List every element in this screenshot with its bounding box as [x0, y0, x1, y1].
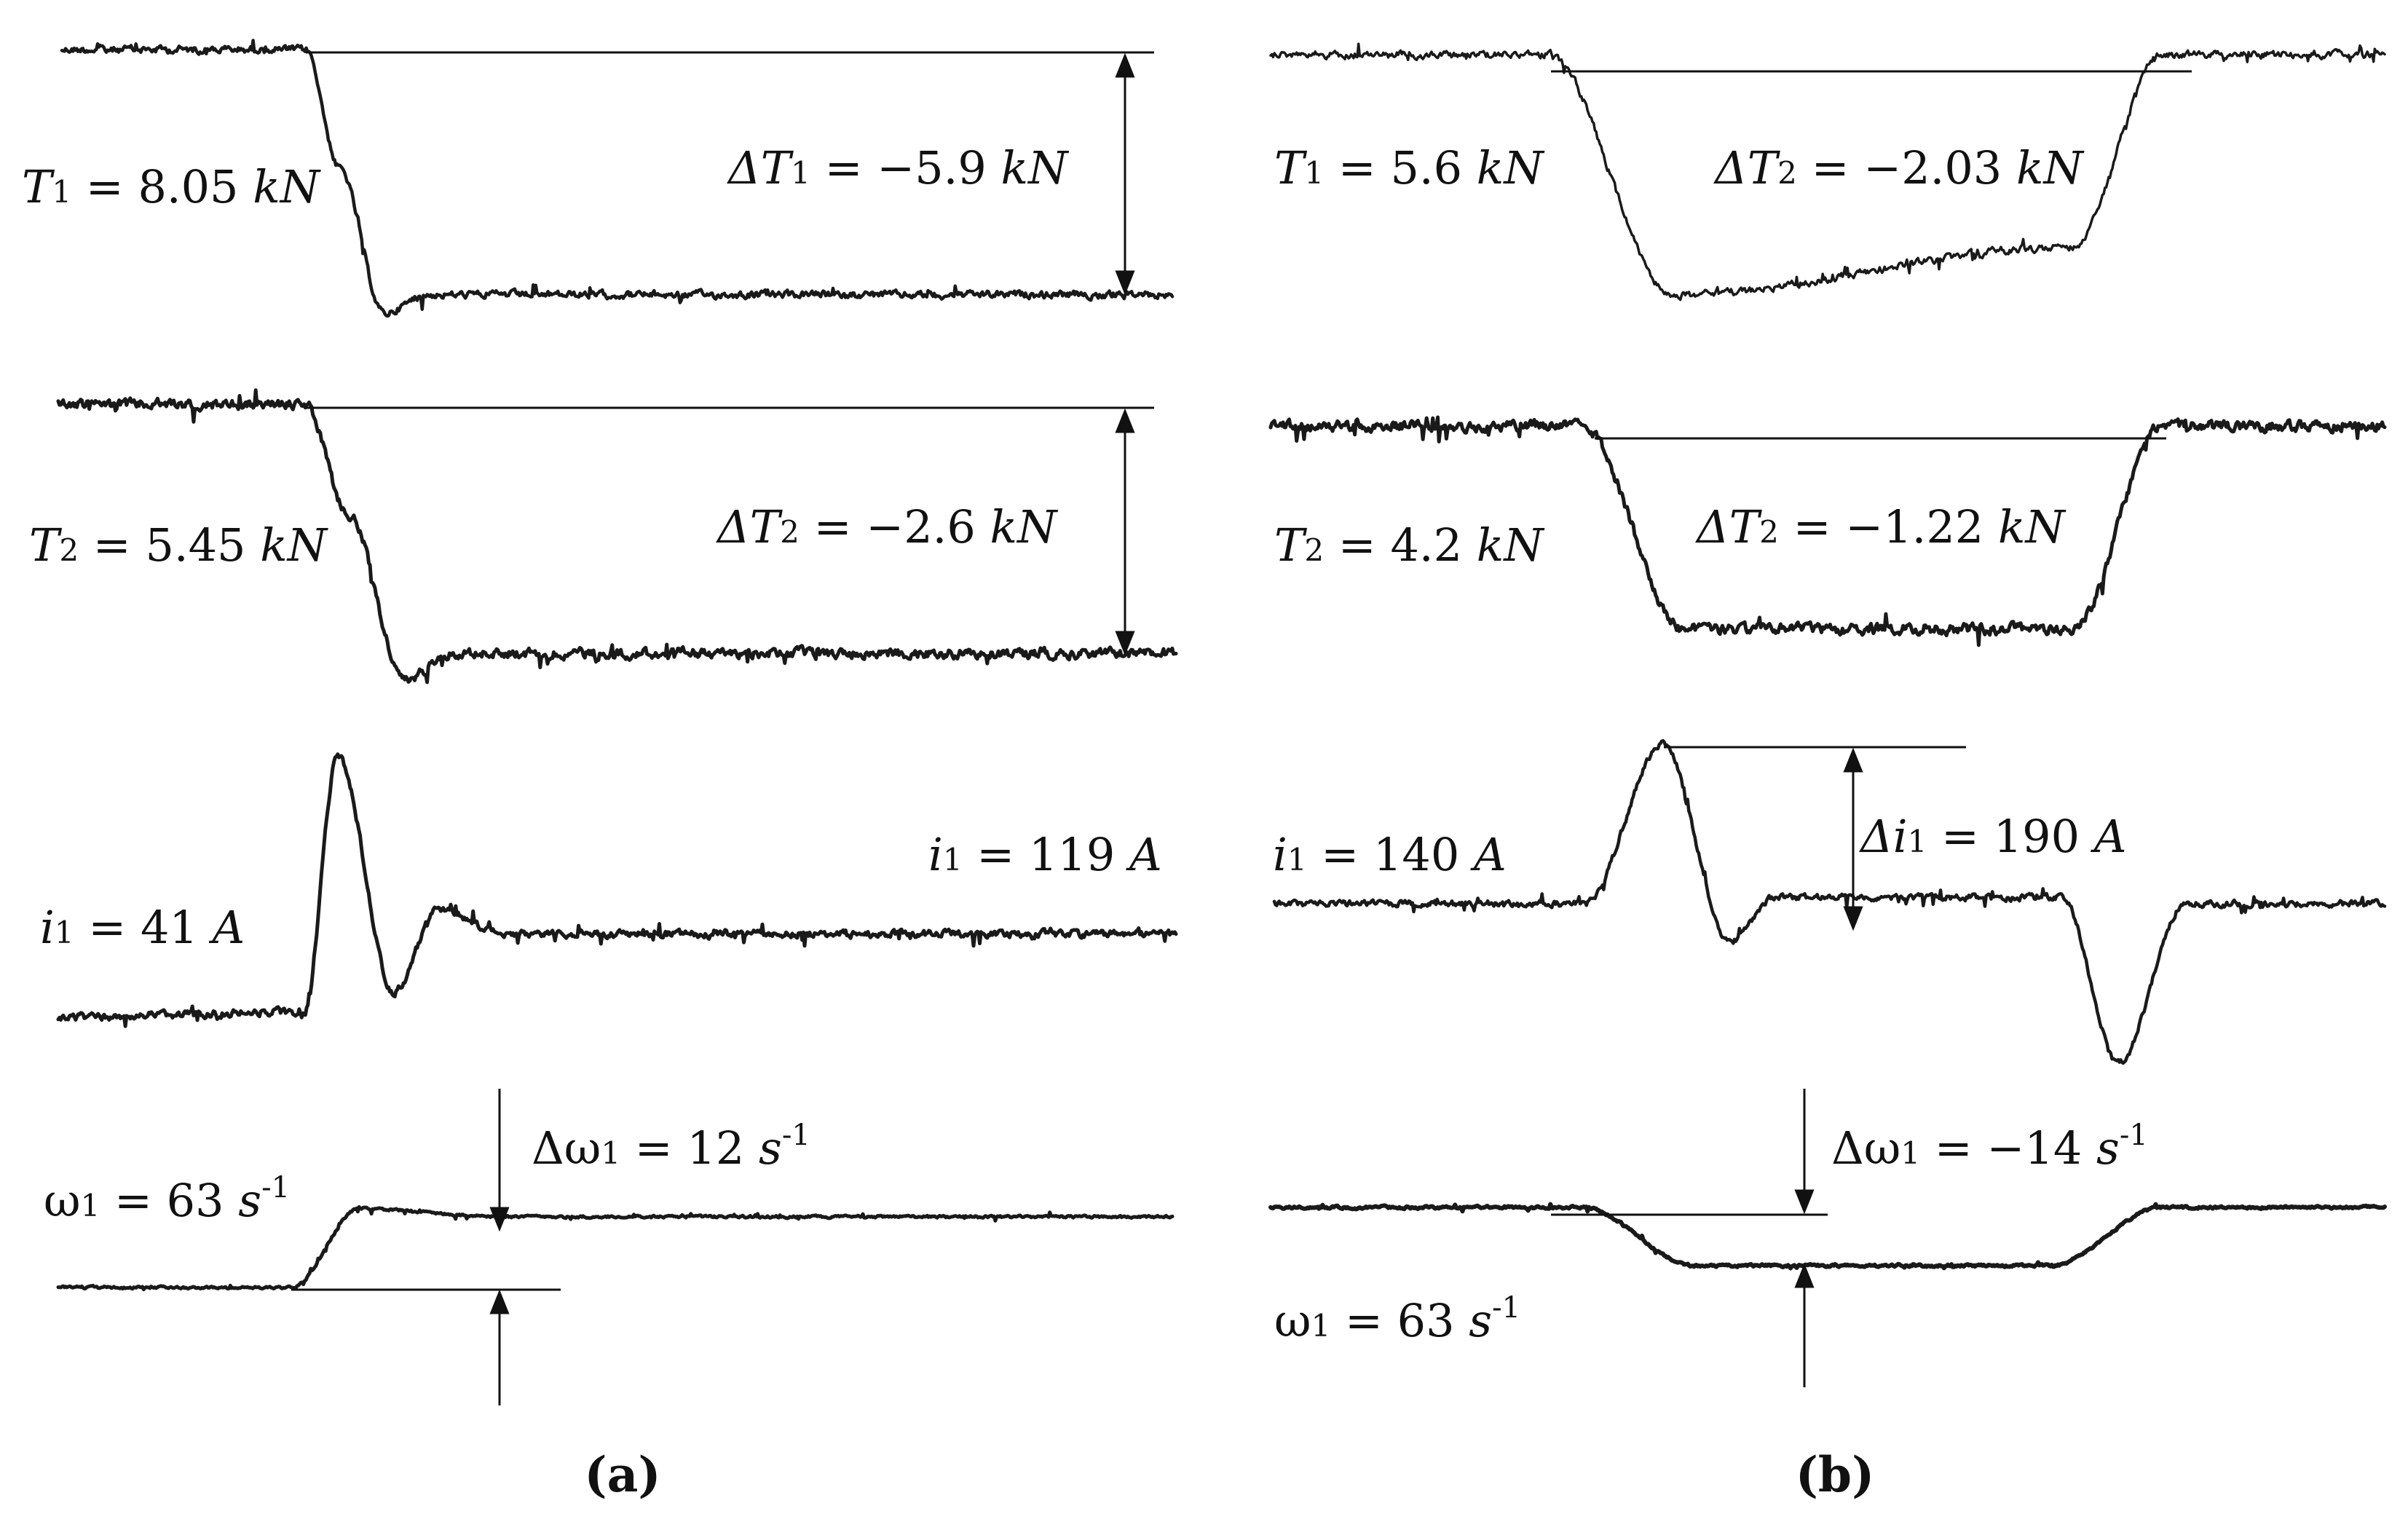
panel-a-i1-final-label: i1 = 119 A [928, 828, 1162, 881]
panel-b-t2-trace [1268, 415, 2387, 647]
panel-a-trace-t2-group: T2 = 5.45 kN ΔT2 = −2.6 kN [29, 388, 1178, 685]
panel-b-trace-t1-group: T1 = 5.6 kN ΔT2 = −2.03 kN [1269, 42, 2386, 301]
panel-b-caption: (b) [1796, 1446, 1875, 1503]
panel-a-t1-trace [60, 39, 1175, 318]
panel-b-omega1-delta-label: Δω1 = −14 s-1 [1831, 1119, 2148, 1175]
panel-a-t2-label: T2 = 5.45 kN [29, 518, 329, 572]
panel-a-t2-delta-label: ΔT2 = −2.6 kN [716, 500, 1059, 553]
panel-a-t1-delta-label: ΔT1 = −5.9 kN [727, 141, 1070, 194]
panel-a-t2-trace [56, 388, 1178, 685]
panel-a-omega1-trace [56, 1204, 1175, 1292]
panel-a-trace-i1-group: i1 = 41 A i1 = 119 A [40, 752, 1178, 1028]
panel-b: T1 = 5.6 kN ΔT2 = −2.03 kN T2 = 4.2 kN Δ… [1268, 42, 2387, 1503]
panel-b-t1-trace [1269, 42, 2386, 301]
panel-a-trace-t1-group: T1 = 8.05 kN ΔT1 = −5.9 kN [22, 39, 1175, 318]
panel-a-t1-label: T1 = 8.05 kN [22, 160, 322, 213]
panel-b-omega1-trace [1268, 1202, 2387, 1271]
panel-b-omega1-label: ω1 = 63 s-1 [1274, 1291, 1520, 1347]
panel-a-caption: (a) [584, 1446, 660, 1503]
panel-b-i1-delta-label: Δi1 = 190 A [1859, 810, 2127, 863]
panel-b-i1-trace [1272, 738, 2387, 1065]
panel-a-trace-omega1-group: ω1 = 63 s-1 Δω1 = 12 s-1 [44, 1089, 1175, 1405]
panel-a-omega1-delta-label: Δω1 = 12 s-1 [532, 1119, 810, 1175]
panel-a-i1-label: i1 = 41 A [40, 901, 245, 954]
panel-b-t2-label: T2 = 4.2 kN [1274, 518, 1545, 572]
panel-b-t1-label: T1 = 5.6 kN [1274, 141, 1545, 194]
panel-b-t2-delta-label: ΔT2 = −1.22 kN [1695, 500, 2067, 553]
panel-a: T1 = 8.05 kN ΔT1 = −5.9 kN T2 = 5.45 kN … [22, 39, 1178, 1503]
panel-b-i1-label: i1 = 140 A [1273, 828, 1507, 881]
panel-a-i1-trace [56, 752, 1178, 1028]
panel-a-omega1-label: ω1 = 63 s-1 [44, 1171, 290, 1227]
panel-b-trace-t2-group: T2 = 4.2 kN ΔT2 = −1.22 kN [1268, 415, 2387, 647]
panel-b-t1-delta-label: ΔT2 = −2.03 kN [1713, 141, 2085, 194]
panel-b-trace-omega1-group: ω1 = 63 s-1 Δω1 = −14 s-1 [1268, 1089, 2387, 1387]
panel-b-trace-i1-group: i1 = 140 A Δi1 = 190 A [1272, 738, 2387, 1065]
